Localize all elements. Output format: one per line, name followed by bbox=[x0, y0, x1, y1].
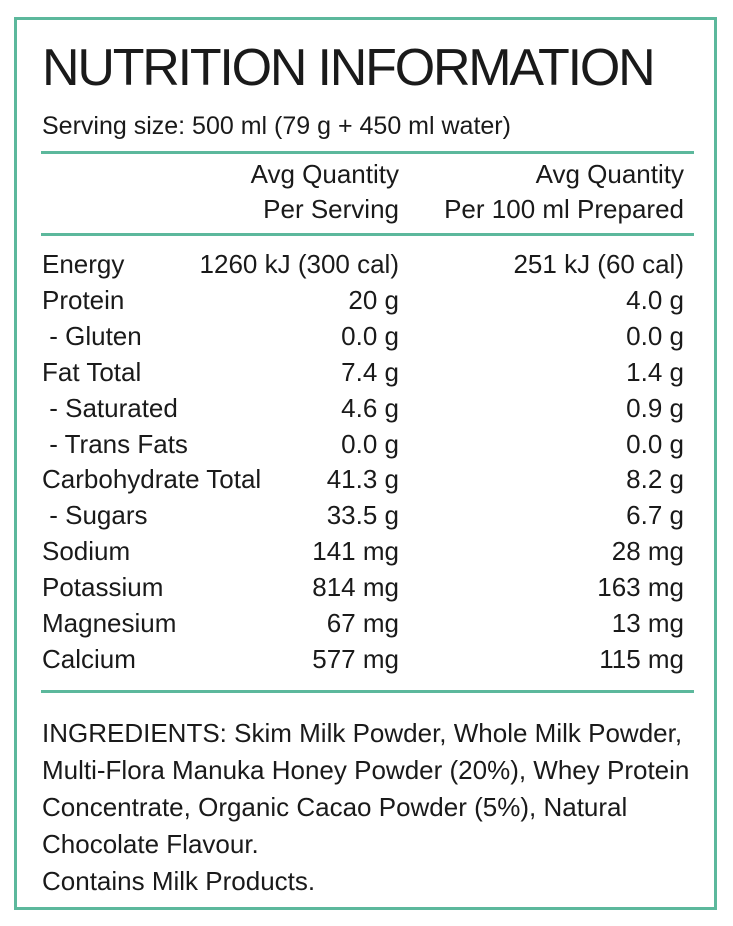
nutrient-row: - Saturated 4.6 g 0.9 g bbox=[42, 390, 684, 426]
value-per-serving: 577 mg bbox=[312, 643, 399, 674]
value-per-100ml: 6.7 g bbox=[626, 500, 684, 531]
value-per-serving: 4.6 g bbox=[341, 392, 399, 423]
nutrient-name: Carbohydrate Total bbox=[42, 464, 262, 495]
column-header-line: Avg Quantity bbox=[250, 159, 399, 189]
nutrient-name: Calcium bbox=[42, 643, 136, 674]
value-per-100ml: 28 mg bbox=[611, 536, 684, 567]
value-per-100ml: 0.0 g bbox=[626, 428, 684, 459]
allergen-highlight: Milk bbox=[299, 718, 346, 748]
nutrient-name: Potassium bbox=[42, 572, 164, 603]
nutrient-name: - Trans Fats bbox=[42, 428, 188, 459]
value-per-serving: 1260 kJ (300 cal) bbox=[199, 249, 399, 279]
value-per-serving: 20 g bbox=[348, 284, 399, 315]
value-per-100ml: 115 mg bbox=[599, 643, 684, 674]
nutrient-row: Potassium 814 mg 163 mg bbox=[42, 569, 684, 605]
panel-title: NUTRITION INFORMATION bbox=[42, 39, 656, 97]
value-per-100ml: 13 mg bbox=[611, 608, 684, 638]
ingredients-text: INGREDIENTS: Skim Milk Powder, Whole Mil… bbox=[42, 715, 702, 900]
value-per-serving: 33.5 g bbox=[326, 500, 399, 531]
value-per-100ml: 163 mg bbox=[597, 572, 684, 603]
value-per-100ml: 1.4 g bbox=[626, 356, 684, 387]
serving-size: Serving size: 500 ml (79 g + 450 ml wate… bbox=[42, 112, 511, 140]
value-per-100ml: 0.9 g bbox=[626, 392, 684, 423]
ingredients-segment: Powder, Whole bbox=[345, 718, 535, 748]
nutrient-name: Magnesium bbox=[42, 608, 177, 638]
nutrient-row: Sodium 141 mg 28 mg bbox=[42, 533, 684, 569]
divider bbox=[41, 233, 694, 236]
value-per-100ml: 4.0 g bbox=[626, 284, 684, 315]
divider bbox=[41, 151, 694, 154]
value-per-serving: 67 mg bbox=[326, 608, 399, 638]
nutrient-row: Energy 1260 kJ (300 cal) 251 kJ (60 cal) bbox=[42, 246, 684, 282]
nutrition-panel bbox=[14, 17, 717, 910]
column-header-line: Per 100 ml Prepared bbox=[444, 194, 684, 224]
nutrient-name: Sodium bbox=[42, 536, 131, 567]
value-per-serving: 7.4 g bbox=[341, 356, 399, 387]
ingredients-segment: INGREDIENTS: Skim bbox=[42, 718, 300, 748]
nutrient-row: - Sugars 33.5 g 6.7 g bbox=[42, 497, 684, 533]
nutrient-row: - Gluten 0.0 g 0.0 g bbox=[42, 318, 684, 354]
nutrient-name: Protein bbox=[42, 284, 125, 315]
nutrient-row: - Trans Fats 0.0 g 0.0 g bbox=[42, 426, 684, 462]
allergen-highlight: Milk bbox=[534, 718, 581, 748]
value-per-serving: 0.0 g bbox=[341, 320, 399, 351]
nutrient-name: - Saturated bbox=[42, 392, 178, 423]
value-per-serving: 0.0 g bbox=[341, 428, 399, 459]
nutrient-row: Fat Total 7.4 g 1.4 g bbox=[42, 354, 684, 390]
value-per-serving: 41.3 g bbox=[326, 464, 399, 495]
nutrient-name: Energy bbox=[42, 249, 125, 279]
nutrient-row: Calcium 577 mg 115 mg bbox=[42, 641, 684, 677]
nutrient-name: Fat Total bbox=[42, 356, 142, 387]
value-per-100ml: 0.0 g bbox=[626, 320, 684, 351]
divider bbox=[41, 690, 694, 693]
value-per-serving: 814 mg bbox=[312, 572, 399, 603]
nutrient-name: - Sugars bbox=[42, 500, 148, 531]
column-header-per-100ml: Avg Quantity Per 100 ml Prepared bbox=[444, 157, 684, 227]
nutrient-row: Carbohydrate Total 41.3 g 8.2 g bbox=[42, 461, 684, 497]
ingredients-segment: Powder, Multi-Flora Manuka Honey Powder … bbox=[42, 718, 690, 859]
nutrient-name: - Gluten bbox=[42, 320, 142, 351]
nutrient-row: Protein 20 g 4.0 g bbox=[42, 282, 684, 318]
column-header-line: Per Serving bbox=[263, 194, 399, 224]
nutrient-row: Magnesium 67 mg 13 mg bbox=[42, 605, 684, 641]
value-per-serving: 141 mg bbox=[312, 536, 399, 567]
value-per-100ml: 8.2 g bbox=[626, 464, 684, 495]
value-per-100ml: 251 kJ (60 cal) bbox=[513, 249, 684, 279]
column-header-line: Avg Quantity bbox=[535, 159, 684, 189]
column-header-per-serving: Avg Quantity Per Serving bbox=[251, 157, 399, 227]
allergen-statement: Contains Milk Products. bbox=[42, 866, 316, 896]
